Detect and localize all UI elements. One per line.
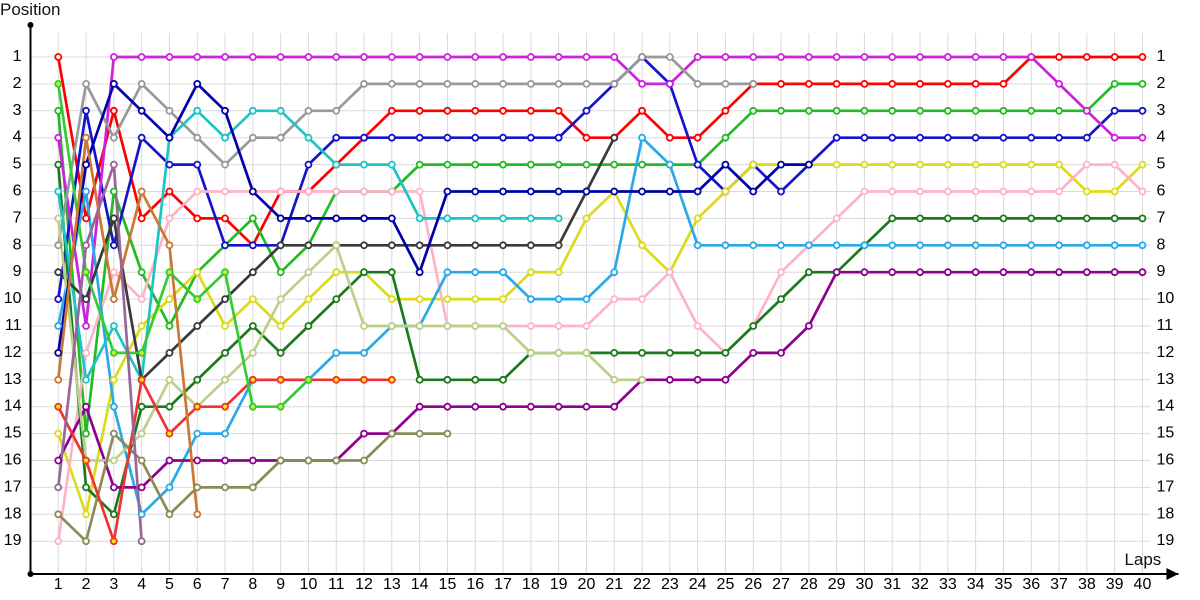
svg-text:12: 12: [4, 344, 22, 361]
svg-text:36: 36: [1022, 576, 1040, 593]
svg-text:10: 10: [1156, 290, 1174, 307]
svg-text:15: 15: [4, 425, 22, 442]
svg-text:6: 6: [13, 183, 22, 200]
svg-text:25: 25: [717, 576, 735, 593]
svg-text:32: 32: [911, 576, 929, 593]
svg-text:3: 3: [1156, 102, 1165, 119]
svg-text:Laps: Laps: [1124, 550, 1161, 569]
svg-text:4: 4: [13, 129, 22, 146]
svg-text:7: 7: [221, 576, 230, 593]
svg-text:15: 15: [439, 576, 457, 593]
svg-text:5: 5: [165, 576, 174, 593]
svg-text:4: 4: [1156, 129, 1165, 146]
svg-text:18: 18: [522, 576, 540, 593]
svg-text:8: 8: [13, 236, 22, 253]
svg-text:2: 2: [82, 576, 91, 593]
svg-text:19: 19: [1156, 532, 1174, 549]
svg-text:37: 37: [1050, 576, 1068, 593]
svg-text:35: 35: [995, 576, 1013, 593]
svg-text:3: 3: [109, 576, 118, 593]
svg-text:5: 5: [1156, 156, 1165, 173]
svg-text:2: 2: [13, 75, 22, 92]
svg-text:19: 19: [4, 532, 22, 549]
svg-text:6: 6: [193, 576, 202, 593]
svg-text:10: 10: [300, 576, 318, 593]
svg-text:3: 3: [13, 102, 22, 119]
svg-text:9: 9: [276, 576, 285, 593]
svg-text:12: 12: [355, 576, 373, 593]
svg-text:2: 2: [1156, 75, 1165, 92]
svg-text:31: 31: [883, 576, 901, 593]
svg-text:7: 7: [13, 209, 22, 226]
svg-text:9: 9: [1156, 263, 1165, 280]
svg-text:17: 17: [4, 478, 22, 495]
svg-text:8: 8: [248, 576, 257, 593]
svg-text:9: 9: [13, 263, 22, 280]
svg-text:15: 15: [1156, 425, 1174, 442]
svg-text:16: 16: [4, 452, 22, 469]
svg-text:11: 11: [1156, 317, 1173, 334]
svg-text:13: 13: [383, 576, 401, 593]
svg-text:24: 24: [689, 576, 707, 593]
svg-text:18: 18: [4, 505, 22, 522]
svg-text:18: 18: [1156, 505, 1174, 522]
svg-text:14: 14: [1156, 398, 1174, 415]
svg-text:33: 33: [939, 576, 957, 593]
svg-text:1: 1: [1156, 48, 1165, 65]
svg-text:17: 17: [1156, 478, 1174, 495]
svg-text:17: 17: [494, 576, 512, 593]
svg-text:8: 8: [1156, 236, 1165, 253]
svg-text:14: 14: [411, 576, 429, 593]
svg-text:13: 13: [4, 371, 22, 388]
svg-text:39: 39: [1106, 576, 1124, 593]
svg-text:5: 5: [13, 156, 22, 173]
svg-text:11: 11: [5, 317, 22, 334]
svg-text:30: 30: [856, 576, 874, 593]
svg-text:29: 29: [828, 576, 846, 593]
svg-text:38: 38: [1078, 576, 1096, 593]
svg-text:34: 34: [967, 576, 985, 593]
svg-text:Position: Position: [0, 0, 60, 19]
svg-text:4: 4: [137, 576, 146, 593]
svg-text:40: 40: [1134, 576, 1152, 593]
svg-text:21: 21: [605, 576, 623, 593]
svg-text:11: 11: [328, 576, 345, 593]
svg-text:10: 10: [4, 290, 22, 307]
svg-text:16: 16: [1156, 452, 1174, 469]
svg-text:16: 16: [466, 576, 484, 593]
svg-text:26: 26: [744, 576, 762, 593]
svg-text:19: 19: [550, 576, 568, 593]
svg-text:1: 1: [54, 576, 63, 593]
svg-text:13: 13: [1156, 371, 1174, 388]
svg-text:12: 12: [1156, 344, 1174, 361]
svg-text:22: 22: [633, 576, 651, 593]
svg-text:7: 7: [1156, 209, 1165, 226]
svg-text:14: 14: [4, 398, 22, 415]
svg-text:28: 28: [800, 576, 818, 593]
svg-text:6: 6: [1156, 183, 1165, 200]
svg-text:20: 20: [578, 576, 596, 593]
svg-text:1: 1: [13, 48, 22, 65]
svg-text:23: 23: [661, 576, 679, 593]
svg-text:27: 27: [772, 576, 790, 593]
